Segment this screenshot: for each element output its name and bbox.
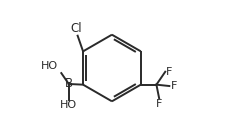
Text: B: B	[64, 78, 73, 90]
Text: F: F	[155, 99, 162, 109]
Text: HO: HO	[41, 61, 58, 71]
Text: Cl: Cl	[70, 22, 82, 35]
Text: F: F	[166, 67, 172, 77]
Text: F: F	[170, 81, 176, 91]
Text: HO: HO	[60, 100, 77, 110]
